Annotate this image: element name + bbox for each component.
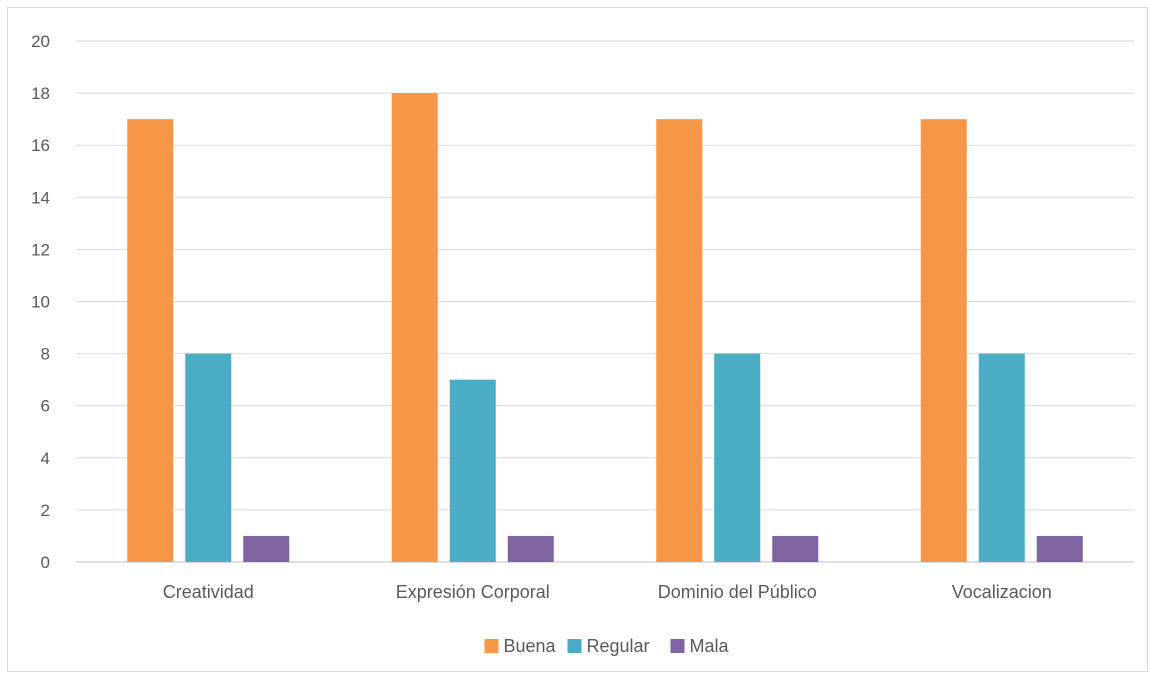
bar-mala-3 (772, 535, 819, 562)
bar-mala-4 (1036, 535, 1083, 562)
bar-regular-2 (449, 379, 496, 562)
bar-regular-3 (714, 353, 761, 562)
bar-buena-1 (127, 119, 174, 563)
x-category-label: Expresión Corporal (396, 582, 550, 602)
y-tick-label: 20 (31, 32, 50, 51)
legend-label-mala: Mala (690, 636, 730, 656)
bar-mala-1 (243, 535, 290, 562)
bar-chart: 0 2 4 6 8 10 12 14 16 18 20 Creatividad Expresión C… (31, 32, 1134, 656)
bars (127, 93, 1083, 563)
gridlines (76, 40, 1134, 563)
y-tick-label: 14 (31, 188, 50, 207)
bar-mala-2 (507, 535, 554, 562)
x-axis: Creatividad Expresión Corporal Dominio del… (163, 582, 1052, 602)
bar-buena-3 (656, 119, 703, 563)
x-category-label: Dominio del Público (658, 582, 817, 602)
legend-label-buena: Buena (504, 636, 557, 656)
y-tick-label: 12 (31, 240, 50, 259)
legend-swatch-mala (670, 639, 685, 653)
bar-buena-2 (391, 93, 438, 562)
legend: Buena Regular Mala (484, 636, 730, 656)
bar-regular-4 (978, 353, 1025, 562)
y-tick-label: 6 (41, 397, 50, 416)
y-axis-tick-labels: 0 2 4 6 8 10 12 14 16 18 20 (31, 32, 50, 572)
y-tick-label: 10 (31, 293, 50, 312)
x-category-label: Vocalizacion (952, 582, 1052, 602)
y-tick-label: 18 (31, 84, 50, 103)
y-tick-label: 16 (31, 136, 50, 155)
legend-swatch-buena (484, 639, 499, 653)
chart-area: 0 2 4 6 8 10 12 14 16 18 20 Creatividad Expresión C… (7, 7, 1148, 672)
y-tick-label: 2 (41, 501, 50, 520)
legend-swatch-regular (567, 639, 582, 653)
bar-regular-1 (185, 353, 232, 562)
y-tick-label: 8 (41, 345, 50, 364)
y-tick-label: 4 (41, 449, 50, 468)
x-category-label: Creatividad (163, 582, 254, 602)
y-tick-label: 0 (41, 553, 50, 572)
legend-label-regular: Regular (587, 636, 650, 656)
bar-buena-4 (920, 119, 967, 563)
